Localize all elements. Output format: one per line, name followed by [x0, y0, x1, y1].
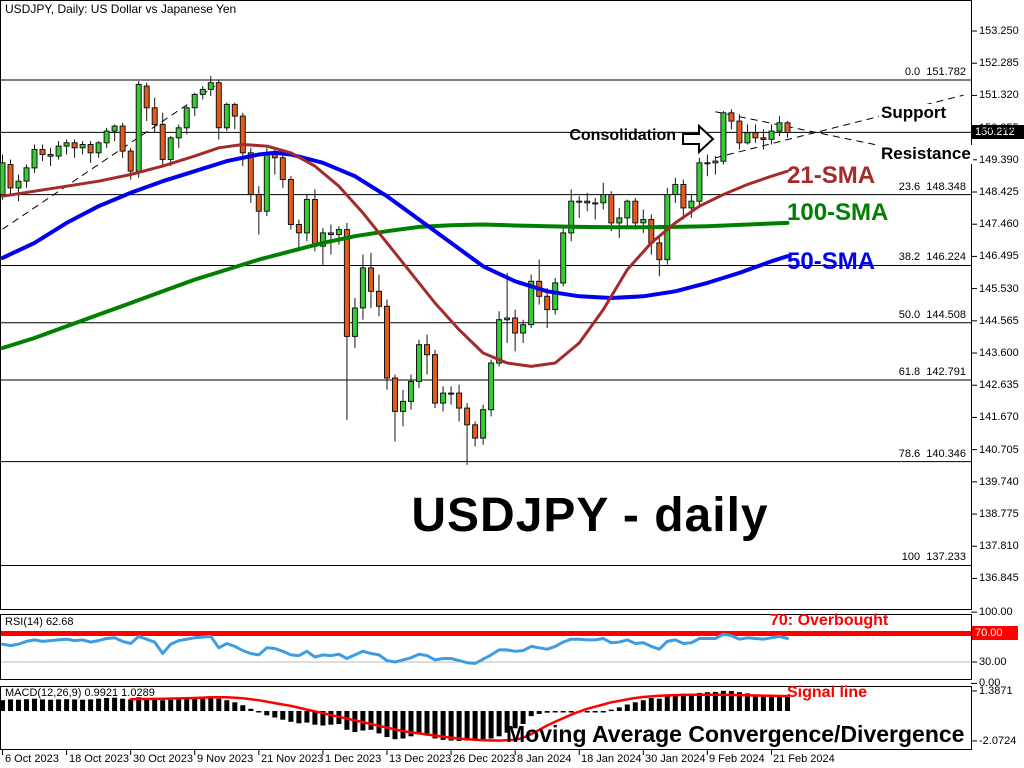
rsi-line — [1, 632, 789, 665]
price-axis-label: 151.320 — [979, 89, 1019, 101]
price-axis-label: 140.705 — [979, 444, 1019, 456]
current-price-badge: 150.212 — [972, 125, 1024, 139]
macd-signal-line — [129, 693, 789, 742]
fib-level-label: 38.2 146.224 — [898, 251, 966, 263]
date-axis-label: 26 Dec 2023 — [453, 753, 516, 765]
trendline-pennant-upper — [715, 111, 964, 164]
price-axis-label: 138.775 — [979, 508, 1019, 520]
candlestick-series — [0, 76, 791, 465]
watermark-symbol-label: USDJPY - daily — [411, 489, 769, 542]
price-axis-label: 144.565 — [979, 315, 1019, 327]
price-axis-label: 147.460 — [979, 218, 1019, 230]
date-axis-label: 6 Oct 2023 — [5, 753, 59, 765]
rsi-overbought-label: 70: Overbought — [770, 612, 889, 629]
date-axis-label: 21 Feb 2024 — [773, 753, 835, 765]
sma50-label: 50-SMA — [787, 248, 876, 275]
rsi-axis-label: 100.00 — [979, 606, 1013, 618]
date-axis-label: 30 Oct 2023 — [133, 753, 193, 765]
rsi-axis-label: 30.00 — [979, 656, 1007, 668]
rsi-level-badge: 70.00 — [972, 626, 1018, 640]
price-axis-label: 149.390 — [979, 154, 1019, 166]
date-axis-label: 9 Feb 2024 — [709, 753, 765, 765]
fib-level-label: 0.0 151.782 — [904, 66, 966, 78]
price-axis-label: 143.600 — [979, 347, 1019, 359]
price-axis-label: 136.845 — [979, 572, 1019, 584]
sma-21-line — [1, 143, 789, 368]
price-axis-label: 152.285 — [979, 57, 1019, 69]
fib-level-label: 61.8 142.791 — [898, 366, 966, 378]
price-axis-label: 141.670 — [979, 411, 1019, 423]
date-axis-label: 13 Dec 2023 — [389, 753, 452, 765]
price-axis-label: 153.250 — [979, 25, 1019, 37]
macd-histogram — [0, 690, 790, 741]
fib-level-label: 78.6 140.346 — [898, 448, 966, 460]
price-axis-label: 137.810 — [979, 540, 1019, 552]
sma21-label: 21-SMA — [787, 162, 876, 189]
resistance-label: Resistance — [879, 144, 973, 164]
date-axis-label: 18 Oct 2023 — [69, 753, 129, 765]
price-axis-label: 148.425 — [979, 186, 1019, 198]
rsi-panel-frame — [0, 614, 972, 680]
price-axis-label: 139.740 — [979, 476, 1019, 488]
support-label: Support — [879, 103, 949, 123]
macd-caption: Moving Average Convergence/Divergence — [506, 721, 965, 747]
date-axis-label: 21 Nov 2023 — [261, 753, 324, 765]
date-axis-label: 9 Nov 2023 — [197, 753, 254, 765]
rsi-title: RSI(14) 62.68 — [5, 616, 74, 628]
trendline-pennant-lower — [715, 94, 964, 159]
rsi-axis-label: 0.00 — [979, 677, 1001, 689]
date-axis-label: 18 Jan 2024 — [581, 753, 642, 765]
macd-axis-label: 1.3871 — [979, 685, 1013, 697]
main-panel-frame — [0, 0, 972, 610]
date-axis-label: 30 Jan 2024 — [645, 753, 706, 765]
fib-level-label: 100 137.233 — [901, 551, 966, 563]
price-axis-label: 145.530 — [979, 283, 1019, 295]
price-axis-label: 142.635 — [979, 379, 1019, 391]
macd-signal-label: Signal line — [787, 684, 868, 701]
sma-50-line — [0, 150, 790, 300]
date-axis-label: 8 Jan 2024 — [517, 753, 572, 765]
consolidation-arrow-icon — [682, 123, 715, 155]
consolidation-label: Consolidation — [569, 127, 676, 144]
trendline-uptrend-dashed — [2, 85, 216, 230]
price-axis-label: 146.495 — [979, 250, 1019, 262]
macd-panel-frame — [0, 686, 972, 750]
fib-level-label: 23.6 148.348 — [898, 181, 966, 193]
fib-level-label: 50.0 144.508 — [898, 309, 966, 321]
price-axis-label: 150.355 — [979, 122, 1019, 134]
macd-axis-label: -2.0724 — [979, 735, 1017, 747]
sma100-label: 100-SMA — [787, 199, 889, 226]
macd-title: MACD(12,26,9) 0.9921 1.0289 — [5, 687, 155, 699]
chart-title: USDJPY, Daily: US Dollar vs Japanese Yen — [5, 2, 237, 16]
date-axis-label: 1 Dec 2023 — [325, 753, 382, 765]
